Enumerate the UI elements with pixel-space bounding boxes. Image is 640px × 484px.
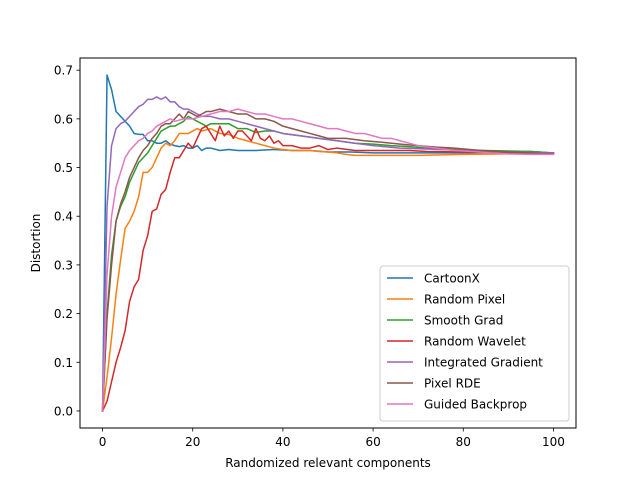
y-tick-label: 0.1 xyxy=(54,356,73,370)
x-tick-label: 80 xyxy=(456,435,471,449)
series-line-guided-backprop xyxy=(101,108,555,412)
legend-label: Smooth Grad xyxy=(424,314,503,328)
series-line-random-pixel xyxy=(101,127,555,412)
x-axis-label: Randomized relevant components xyxy=(225,456,431,470)
legend-label: Random Pixel xyxy=(424,293,505,307)
legend-box xyxy=(379,265,570,422)
x-tick-label: 40 xyxy=(275,435,290,449)
x-tick-label: 60 xyxy=(365,435,380,449)
x-axis: 0 20 40 60 80 100 xyxy=(99,428,565,449)
y-axis-label: Distortion xyxy=(29,214,43,273)
legend: CartoonX Random Pixel Smooth Grad Random Wa… xyxy=(379,265,570,422)
y-tick-label: 0.7 xyxy=(54,64,73,78)
y-tick-label: 0.0 xyxy=(54,404,73,418)
legend-label: CartoonX xyxy=(424,272,480,286)
series-line-pixel-rde xyxy=(101,108,555,412)
y-tick-label: 0.5 xyxy=(54,161,73,175)
x-tick-label: 0 xyxy=(99,435,107,449)
y-tick-label: 0.4 xyxy=(54,210,73,224)
x-tick-label: 100 xyxy=(542,435,565,449)
series-line-random-wavelet xyxy=(101,125,555,412)
plot-frame xyxy=(79,57,577,429)
y-tick-label: 0.6 xyxy=(54,112,73,126)
y-axis: 0.0 0.1 0.2 0.3 0.4 0.5 0.6 0.7 xyxy=(54,64,80,418)
legend-label: Integrated Gradient xyxy=(424,356,543,370)
series-line-cartoonx xyxy=(101,74,555,412)
series-line-integrated-gradient xyxy=(101,96,555,412)
y-tick-label: 0.3 xyxy=(54,258,73,272)
plot-lines xyxy=(101,74,555,412)
x-tick-label: 20 xyxy=(185,435,200,449)
legend-label: Guided Backprop xyxy=(424,398,527,412)
y-tick-label: 0.2 xyxy=(54,307,73,321)
legend-label: Pixel RDE xyxy=(424,377,481,391)
legend-label: Random Wavelet xyxy=(424,335,526,349)
